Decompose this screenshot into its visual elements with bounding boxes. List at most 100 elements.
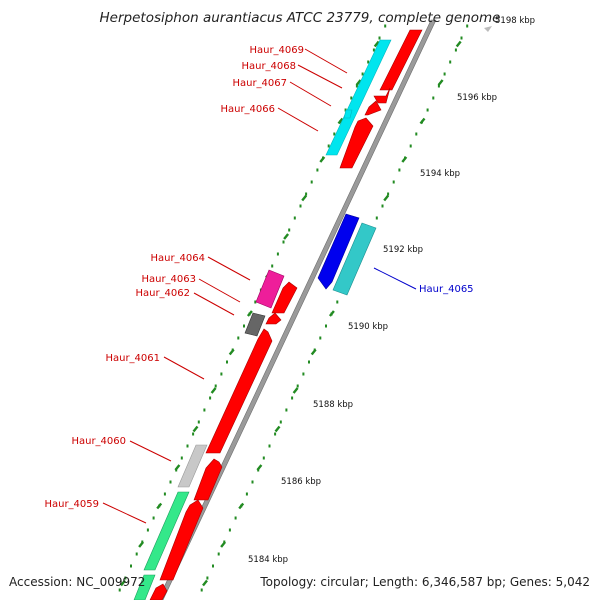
coordinate-dot: [381, 204, 384, 208]
gene-haur-4065-partner: [317, 213, 360, 290]
scale-tick: [401, 156, 408, 163]
coordinate-dot: [344, 108, 347, 112]
coordinate-dot: [206, 576, 209, 580]
scale-tick: [419, 117, 426, 125]
callout-haur-4068: [297, 64, 343, 89]
coordinate-dot: [305, 192, 308, 196]
gene-context-fragment: [133, 574, 156, 600]
gene-label-haur-4069: Haur_4069: [249, 45, 304, 56]
coordinate-dot: [460, 36, 463, 40]
scale-label-5192: 5192 kbp: [383, 245, 423, 255]
coordinate-dot: [409, 144, 412, 148]
gene-haur-4065: [332, 222, 377, 296]
coordinate-dot: [426, 108, 429, 112]
gene-haur-4062: [265, 312, 282, 325]
scale-tick: [283, 233, 290, 240]
gene-label-haur-4064: Haur_4064: [150, 253, 205, 264]
feature-edge-fragment: [484, 26, 492, 32]
genome-title: Herpetosiphon aurantiacus ATCC 23779, co…: [99, 10, 501, 26]
coordinate-dot: [387, 192, 390, 196]
coordinate-dot: [443, 72, 446, 76]
coordinate-dot: [271, 264, 274, 268]
scale-tick: [455, 40, 462, 48]
coordinate-dot: [276, 252, 279, 256]
scale-label-5186: 5186 kbp: [281, 477, 321, 487]
coordinate-dot: [279, 420, 282, 424]
coordinate-dot: [228, 528, 231, 532]
coordinate-dot: [336, 300, 339, 304]
scale-tick: [174, 464, 181, 471]
coordinate-dot: [355, 84, 358, 88]
coordinate-dot: [367, 60, 370, 64]
coordinate-dot: [186, 444, 189, 448]
callout-haur-4060: [129, 440, 172, 462]
coordinate-dot: [163, 492, 166, 496]
coordinate-dot: [251, 480, 254, 484]
scale-tick: [202, 579, 208, 587]
coordinate-dot: [437, 84, 440, 88]
gene-label-haur-4060: Haur_4060: [71, 436, 126, 447]
coordinate-dot: [243, 324, 245, 328]
coordinate-dot: [192, 432, 195, 436]
scale-tick: [256, 464, 263, 471]
callout-haur-4064: [207, 256, 251, 281]
scale-tick: [301, 194, 308, 202]
coordinate-dot: [299, 204, 302, 208]
coordinate-dot: [197, 420, 200, 424]
scale-tick: [228, 348, 235, 356]
coordinate-dot: [130, 564, 132, 568]
coordinate-dot: [226, 360, 228, 364]
callout-haur-4067: [289, 81, 332, 107]
coordinate-dot: [310, 180, 313, 184]
coordinate-dot: [333, 132, 336, 136]
coordinate-dot: [302, 372, 305, 376]
coordinate-dot: [146, 528, 149, 532]
callout-haur-4065: [373, 267, 417, 290]
coordinate-dot: [274, 432, 277, 436]
coordinate-dot: [327, 144, 330, 148]
coordinate-dot: [375, 216, 378, 220]
scale-tick: [138, 541, 145, 548]
scale-tick: [292, 387, 299, 394]
gene-label-haur-4063: Haur_4063: [141, 274, 196, 285]
coordinate-dot: [237, 336, 240, 340]
accession-text: Accession: NC_009972: [9, 575, 146, 589]
coordinate-dot: [118, 588, 121, 592]
scale-label-5184: 5184 kbp: [248, 555, 288, 565]
coordinate-dot: [209, 396, 212, 400]
scale-tick: [192, 425, 199, 433]
gene-haur-4062-feature: [244, 312, 266, 337]
scale-tick: [355, 79, 362, 86]
scale-tick: [383, 194, 390, 202]
coordinate-dot: [398, 168, 401, 172]
scale-label-5190: 5190 kbp: [348, 322, 388, 332]
coordinate-dot: [152, 516, 155, 520]
coordinate-dot: [415, 132, 418, 136]
label-callouts: [102, 48, 417, 524]
scale-label-5188: 5188 kbp: [313, 400, 353, 410]
topology-text: Topology: circular; Length: 6,346,587 bp…: [260, 575, 590, 589]
gene-label-haur-4061: Haur_4061: [105, 353, 160, 364]
coordinate-dot: [245, 492, 248, 496]
gene-label-haur-4066: Haur_4066: [220, 104, 275, 115]
gene-haur-4064: [255, 269, 285, 309]
scale-label-5198: 5198 kbp: [495, 16, 535, 26]
coordinate-dot: [350, 96, 353, 100]
coordinate-dot: [291, 396, 294, 400]
gene-label-haur-4067: Haur_4067: [232, 78, 287, 89]
coordinate-dot: [432, 96, 435, 100]
scale-tick: [120, 579, 126, 587]
scale-tick: [337, 117, 344, 125]
gene-haur-4060-context: [177, 444, 208, 488]
scale-tick: [246, 310, 253, 317]
gene-label-haur-4065: Haur_4065: [419, 284, 474, 295]
gene-features: [133, 26, 492, 600]
gene-haur-4069: [379, 29, 423, 91]
coordinate-dot: [220, 372, 223, 376]
coordinate-dot: [378, 36, 381, 40]
coordinate-dot: [392, 180, 395, 184]
coordinate-dot: [214, 384, 217, 388]
coordinate-dot: [282, 240, 285, 244]
gene-haur-4061: [205, 328, 273, 454]
